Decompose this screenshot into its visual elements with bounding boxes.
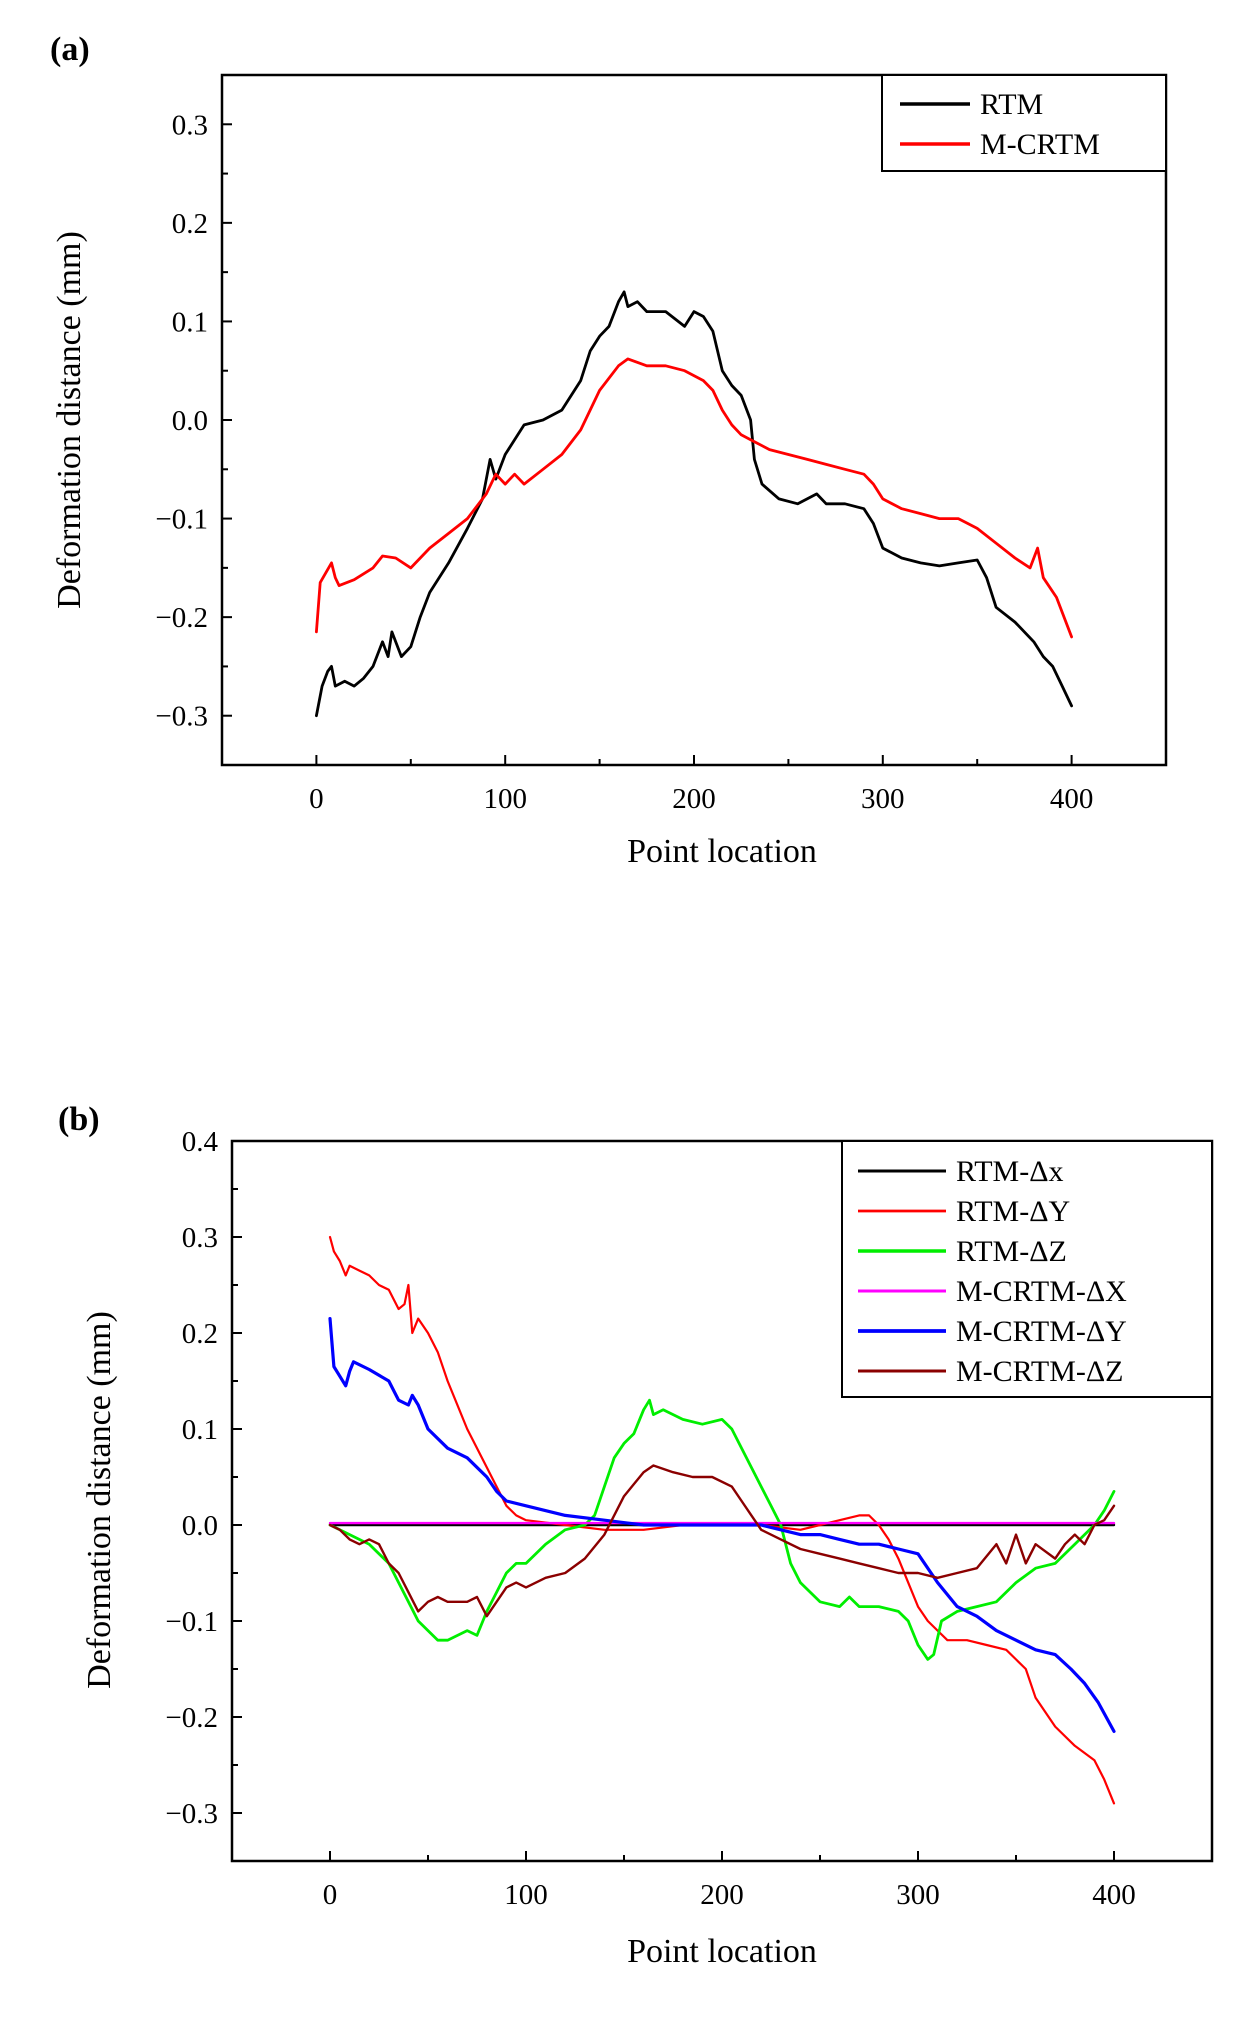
panel-label-a: (a) [50,31,90,68]
y-tick-label-b-6: −0.2 [165,1702,218,1734]
series-line-b-2 [328,1398,1116,1661]
legend-label-b-5: M-CRTM-ΔZ [956,1355,1124,1388]
legend-box-a [881,74,1167,172]
x-tick-label-a-1: 100 [483,783,527,815]
series-line-a-1 [315,357,1073,639]
y-axis-title-b: Deformation distance (mm) [81,1311,118,1689]
x-tick-label-a-0: 0 [309,783,324,815]
x-tick-label-b-0: 0 [323,1879,338,1911]
legend-label-b-2: RTM-ΔZ [956,1235,1067,1268]
series-line-b-4 [328,1317,1116,1733]
legend-label-a-0: RTM [980,88,1043,121]
y-tick-label-a-3: 0.0 [172,405,208,437]
legend-label-b-4: M-CRTM-ΔY [956,1315,1127,1348]
legend-label-b-1: RTM-ΔY [956,1195,1070,1228]
y-tick-label-a-0: 0.3 [172,109,208,141]
legend-box-b [841,1140,1213,1398]
y-tick-label-b-3: 0.1 [182,1414,218,1446]
x-tick-label-b-3: 300 [896,1879,940,1911]
x-tick-label-b-4: 400 [1092,1879,1136,1911]
legend-label-a-1: M-CRTM [980,128,1100,161]
y-tick-label-a-6: −0.3 [155,701,208,733]
x-tick-label-a-3: 300 [861,783,905,815]
y-tick-label-b-4: 0.0 [182,1510,218,1542]
x-tick-label-b-1: 100 [504,1879,548,1911]
chart-panel-b: (b) 0 100 200 300 400 0.4 0.3 0.2 0.1 0.0 −0.1 −0.2… [58,1101,1214,1970]
y-tick-label-a-2: 0.1 [172,306,208,338]
series-line-b-5 [328,1464,1116,1618]
panel-label-b: (b) [58,1101,100,1138]
y-tick-label-b-5: −0.1 [165,1606,218,1638]
series-line-a-0 [315,290,1073,718]
y-tick-label-b-1: 0.3 [182,1222,218,1254]
y-tick-label-a-1: 0.2 [172,208,208,240]
legend-label-b-3: M-CRTM-ΔX [956,1275,1127,1308]
x-tick-label-b-2: 200 [700,1879,744,1911]
y-tick-label-b-2: 0.2 [182,1318,218,1350]
plot-frame-a [220,73,1168,767]
x-tick-label-a-4: 400 [1050,783,1094,815]
y-axis-title-a: Deformation distance (mm) [51,231,88,609]
x-axis-title-a: Point location [627,833,817,870]
y-tick-label-b-0: 0.4 [182,1126,219,1158]
x-tick-label-a-2: 200 [672,783,716,815]
y-tick-label-b-7: −0.3 [165,1798,218,1830]
series-line-b-1 [328,1235,1116,1805]
legend-label-b-0: RTM-Δx [956,1155,1064,1188]
x-axis-title-b: Point location [627,1933,817,1970]
y-tick-label-a-5: −0.2 [155,602,208,634]
chart-panel-a: (a) 0 100 200 300 400 0.3 0.2 0.1 0.0 −0.1 −0.2 −0.… [50,31,1168,870]
y-tick-label-a-4: −0.1 [155,504,208,536]
